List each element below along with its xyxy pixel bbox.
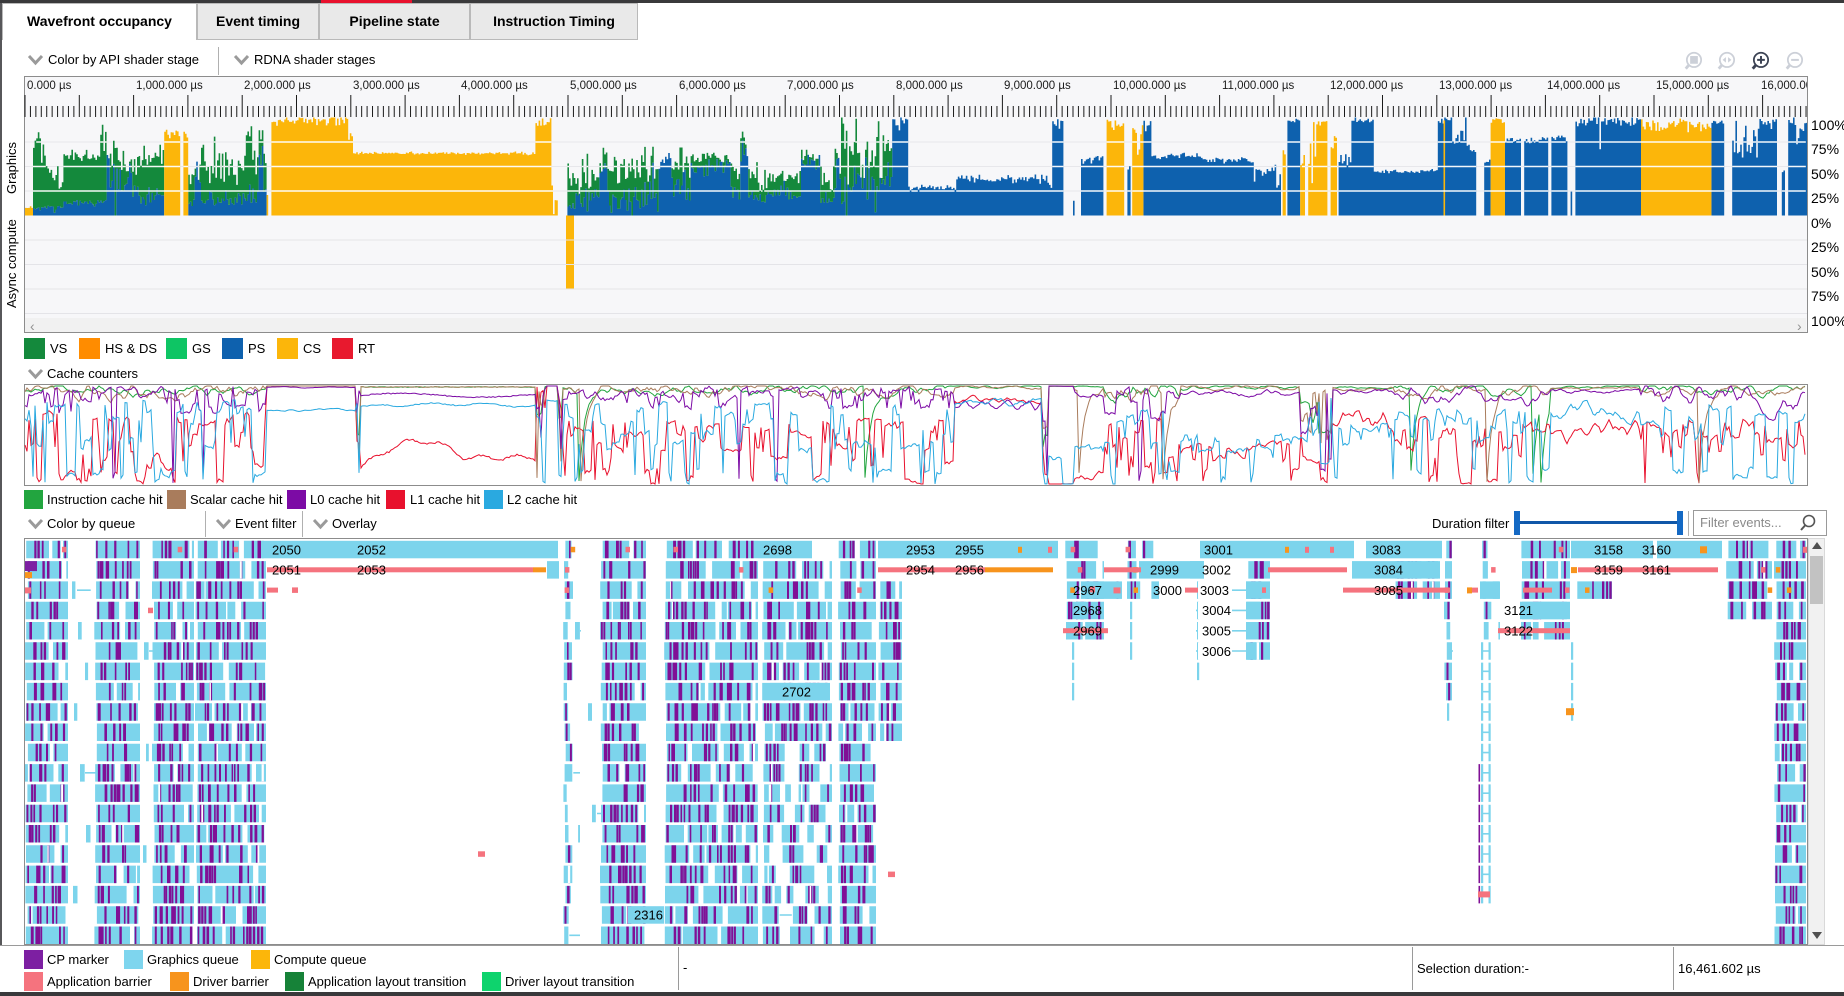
svg-text:3006: 3006 bbox=[1202, 644, 1231, 659]
svg-text:3122: 3122 bbox=[1504, 624, 1533, 639]
svg-text:3121: 3121 bbox=[1504, 603, 1533, 618]
svg-text:2967: 2967 bbox=[1073, 583, 1102, 598]
svg-text:3004: 3004 bbox=[1202, 603, 1231, 618]
svg-text:3001: 3001 bbox=[1204, 542, 1233, 557]
svg-text:3160: 3160 bbox=[1642, 542, 1671, 557]
svg-text:2053: 2053 bbox=[357, 563, 386, 578]
svg-text:2969: 2969 bbox=[1073, 624, 1102, 639]
svg-text:3158: 3158 bbox=[1594, 542, 1623, 557]
svg-text:2954: 2954 bbox=[906, 563, 935, 578]
svg-text:2702: 2702 bbox=[782, 684, 811, 699]
svg-text:3003: 3003 bbox=[1200, 583, 1229, 598]
svg-text:3159: 3159 bbox=[1594, 563, 1623, 578]
svg-text:3083: 3083 bbox=[1372, 542, 1401, 557]
svg-text:2052: 2052 bbox=[357, 542, 386, 557]
svg-text:2953: 2953 bbox=[906, 542, 935, 557]
svg-text:3084: 3084 bbox=[1374, 563, 1403, 578]
svg-text:3161: 3161 bbox=[1642, 563, 1671, 578]
svg-text:3000: 3000 bbox=[1153, 583, 1182, 598]
svg-text:2050: 2050 bbox=[272, 542, 301, 557]
svg-text:2051: 2051 bbox=[272, 563, 301, 578]
svg-text:3085: 3085 bbox=[1374, 583, 1403, 598]
svg-text:3005: 3005 bbox=[1202, 624, 1231, 639]
svg-text:2956: 2956 bbox=[955, 563, 984, 578]
svg-text:2955: 2955 bbox=[955, 542, 984, 557]
svg-text:2968: 2968 bbox=[1073, 603, 1102, 618]
svg-text:3002: 3002 bbox=[1202, 563, 1231, 578]
svg-text:2999: 2999 bbox=[1150, 563, 1179, 578]
svg-text:2698: 2698 bbox=[763, 542, 792, 557]
svg-text:2316: 2316 bbox=[634, 908, 663, 923]
